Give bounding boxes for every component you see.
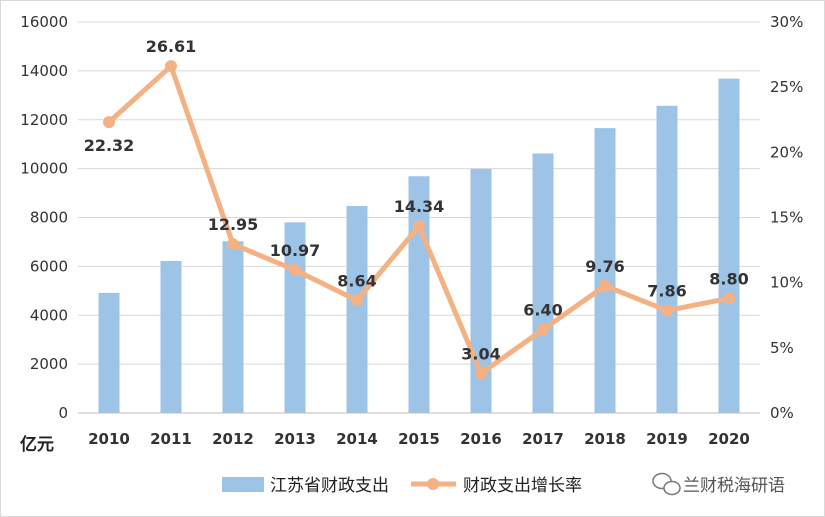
data-label: 6.40 — [523, 301, 562, 320]
wechat-icon — [652, 472, 681, 496]
bar — [346, 205, 368, 413]
legend: 江苏省财政支出 财政支出增长率 — [222, 476, 582, 496]
line-point — [599, 279, 611, 292]
y-right-tick-label: 15% — [770, 209, 803, 227]
data-label: 26.61 — [146, 37, 197, 56]
line-point — [723, 292, 735, 305]
y-right-tick-label: 25% — [770, 78, 803, 96]
bar — [718, 78, 740, 413]
y-right-tick-label: 30% — [770, 13, 803, 31]
y-left-tick-label: 16000 — [20, 13, 68, 31]
axes: 0 2000 4000 6000 8000 10000 12000 14000 16000 0% 5… — [20, 13, 803, 448]
line-point — [475, 367, 487, 380]
line-point — [351, 294, 363, 307]
legend-bar-swatch — [222, 477, 264, 492]
line-point — [413, 220, 425, 233]
legend-line-label: 财政支出增长率 — [463, 476, 582, 496]
bar — [532, 153, 554, 413]
line-series: 22.32 26.61 12.95 10.97 8.64 14.34 3.04 6.40 9.7… — [84, 37, 749, 380]
x-tick-label: 2014 — [336, 430, 378, 448]
watermark: 兰财税海研语 — [652, 472, 785, 496]
line-point — [661, 304, 673, 317]
y-right-tick-label: 5% — [770, 339, 794, 357]
y-left-tick-label: 8000 — [30, 209, 68, 227]
data-label: 3.04 — [461, 344, 500, 363]
y-left-tick-label: 10000 — [20, 160, 68, 178]
bar — [222, 241, 244, 413]
y-left-tick-label: 0 — [58, 404, 68, 422]
data-label: 9.76 — [585, 257, 624, 276]
x-tick-label: 2016 — [460, 430, 502, 448]
y-left-tick-label: 14000 — [20, 62, 68, 80]
y-right-tick-label: 20% — [770, 143, 803, 161]
x-tick-label: 2015 — [398, 430, 440, 448]
data-label: 22.32 — [84, 136, 135, 155]
bar — [594, 128, 616, 413]
y-left-tick-label: 6000 — [30, 257, 68, 275]
y-axis-unit-label: 亿元 — [20, 434, 54, 455]
x-tick-label: 2017 — [522, 430, 564, 448]
data-label: 12.95 — [208, 215, 259, 234]
bar-series — [98, 78, 740, 413]
x-tick-label: 2013 — [274, 430, 316, 448]
y-right-tick-label: 0% — [770, 404, 794, 422]
bar — [656, 105, 678, 413]
bar — [98, 292, 120, 413]
line-point — [289, 264, 301, 277]
data-label: 14.34 — [394, 197, 445, 216]
x-tick-label: 2020 — [708, 430, 750, 448]
y-left-tick-label: 12000 — [20, 111, 68, 129]
data-label: 8.64 — [337, 271, 376, 290]
x-tick-label: 2012 — [212, 430, 254, 448]
x-tick-label: 2011 — [150, 430, 192, 448]
legend-bar-label: 江苏省财政支出 — [270, 476, 389, 496]
data-label: 10.97 — [270, 241, 321, 260]
y-right-tick-label: 10% — [770, 274, 803, 292]
data-label: 8.80 — [709, 269, 748, 288]
x-tick-label: 2010 — [88, 430, 130, 448]
bar — [470, 168, 492, 413]
bar — [160, 260, 182, 413]
x-tick-label: 2018 — [584, 430, 626, 448]
line-point — [227, 238, 239, 251]
watermark-text: 兰财税海研语 — [683, 476, 785, 496]
y-left-tick-label: 4000 — [30, 306, 68, 324]
y-left-tick-label: 2000 — [30, 355, 68, 373]
line-point — [103, 116, 115, 129]
line-point — [165, 60, 177, 73]
line-point — [537, 323, 549, 336]
x-tick-label: 2019 — [646, 430, 688, 448]
legend-line-marker — [427, 478, 439, 490]
data-label: 7.86 — [647, 282, 686, 301]
